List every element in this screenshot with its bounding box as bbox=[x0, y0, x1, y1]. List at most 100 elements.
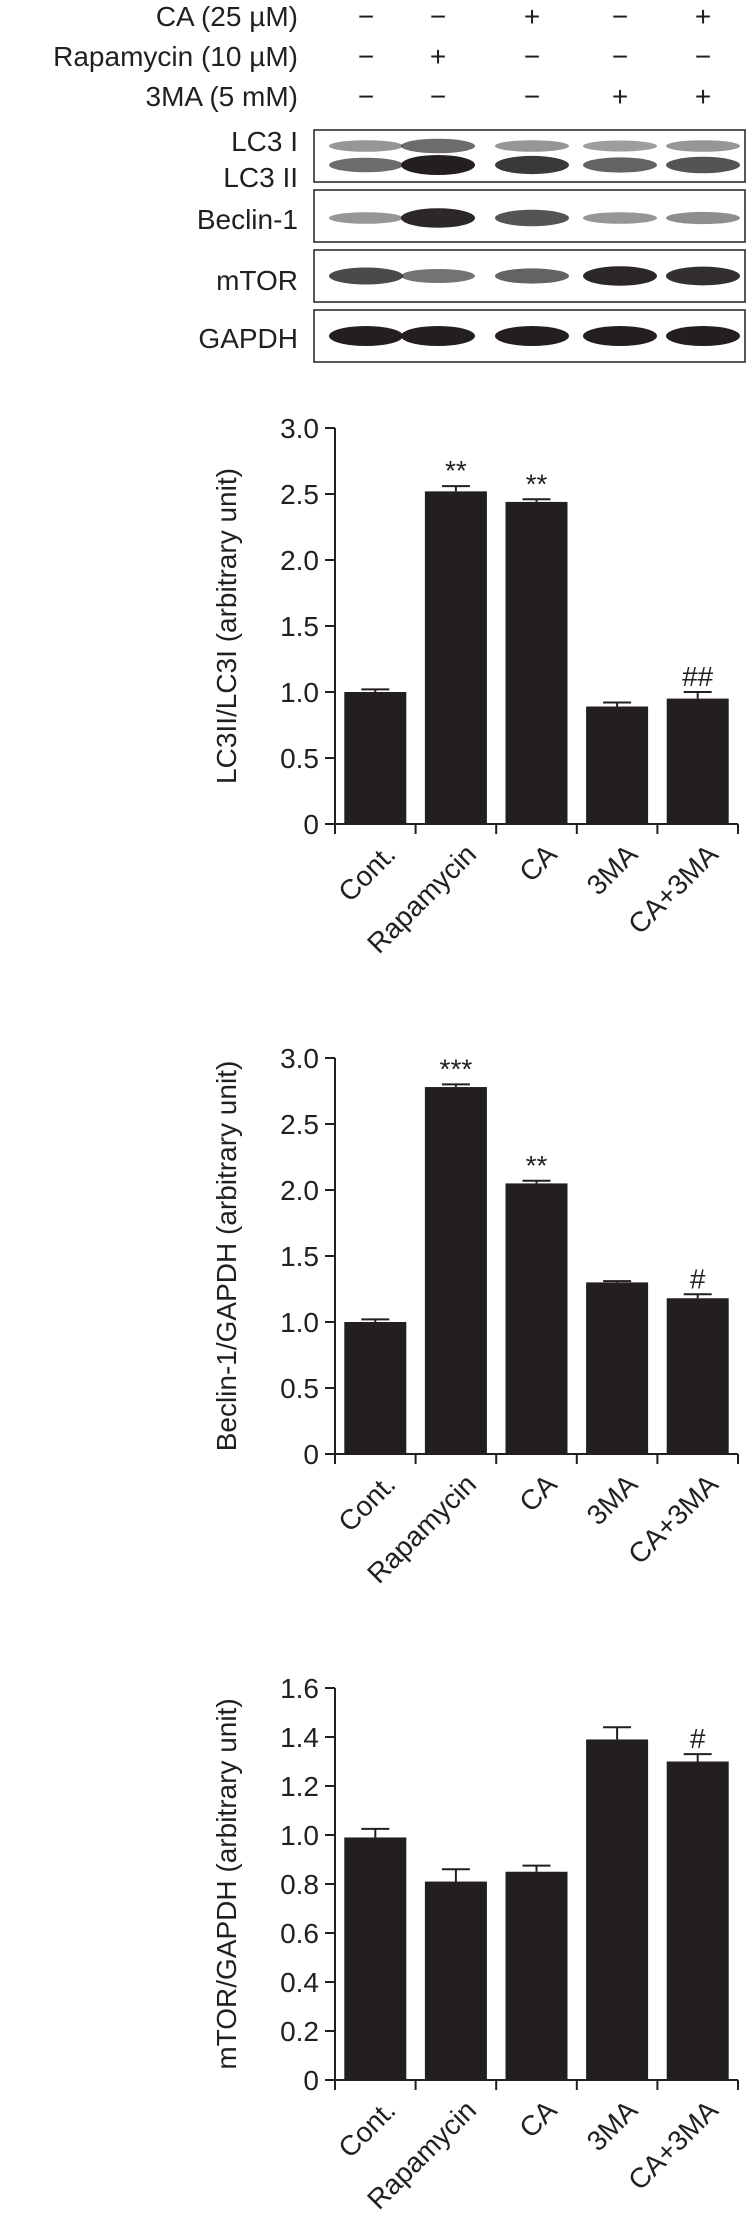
x-tick-label: Cont. bbox=[332, 838, 401, 907]
x-tick-label: CA bbox=[513, 838, 563, 888]
blot-band bbox=[401, 326, 475, 346]
x-tick-label: 3MA bbox=[581, 2094, 644, 2157]
y-tick-label: 1.0 bbox=[280, 677, 319, 708]
blot-band bbox=[329, 326, 403, 346]
blot-band bbox=[495, 268, 569, 284]
condition-mark: − bbox=[430, 81, 446, 112]
protein-label: mTOR bbox=[216, 265, 298, 296]
significance-label: ## bbox=[682, 661, 714, 692]
x-tick-label: CA+3MA bbox=[622, 838, 724, 940]
blot-panel: Beclin-1 bbox=[197, 189, 746, 243]
bar bbox=[666, 1298, 729, 1454]
blot-band bbox=[329, 212, 403, 224]
x-tick-label: 3MA bbox=[581, 1468, 644, 1531]
y-tick-label: 2.5 bbox=[280, 1109, 319, 1140]
condition-mark: − bbox=[430, 1, 446, 32]
x-tick-label: CA+3MA bbox=[622, 2094, 724, 2196]
blot-band bbox=[495, 155, 569, 175]
significance-label: ** bbox=[526, 468, 548, 499]
condition-label: CA (25 µM) bbox=[156, 1, 298, 32]
y-tick-label: 1.6 bbox=[280, 1673, 319, 1704]
protein-label: LC3 I bbox=[231, 126, 298, 157]
bar bbox=[344, 1837, 407, 2080]
y-tick-label: 1.4 bbox=[280, 1722, 319, 1753]
condition-label: Rapamycin (10 µM) bbox=[53, 41, 298, 72]
blot-band bbox=[666, 156, 740, 174]
significance-label: ** bbox=[445, 455, 467, 486]
condition-mark: + bbox=[524, 1, 540, 32]
y-tick-label: 1.0 bbox=[280, 1307, 319, 1338]
y-tick-label: 0.5 bbox=[280, 1373, 319, 1404]
protein-label: LC3 II bbox=[223, 162, 298, 193]
x-tick-label: Cont. bbox=[332, 2094, 401, 2163]
bar bbox=[505, 1871, 568, 2080]
bar bbox=[344, 1322, 407, 1454]
condition-mark: − bbox=[358, 81, 374, 112]
condition-mark: − bbox=[524, 41, 540, 72]
significance-label: *** bbox=[440, 1053, 473, 1084]
y-tick-label: 1.2 bbox=[280, 1771, 319, 1802]
blot-band bbox=[666, 266, 740, 286]
blot-band bbox=[401, 269, 475, 283]
x-tick-label: CA bbox=[513, 2094, 563, 2144]
condition-mark: − bbox=[524, 81, 540, 112]
y-tick-label: 0.6 bbox=[280, 1918, 319, 1949]
y-tick-label: 1.5 bbox=[280, 611, 319, 642]
condition-mark: − bbox=[612, 1, 628, 32]
y-axis-label: mTOR/GAPDH (arbitrary unit) bbox=[211, 1698, 242, 2069]
bar-chart: 0 0.2 0.4 0.6 0.8 1.0 1.2 1.4 1.6 mTOR/GAPDH (arb… bbox=[211, 1673, 739, 2215]
y-tick-label: 0 bbox=[303, 1439, 319, 1470]
condition-label: 3MA (5 mM) bbox=[146, 81, 298, 112]
condition-mark: − bbox=[358, 41, 374, 72]
protein-label: Beclin-1 bbox=[197, 204, 298, 235]
condition-mark: + bbox=[430, 41, 446, 72]
bar bbox=[586, 706, 649, 824]
bar bbox=[505, 1183, 568, 1454]
significance-label: ** bbox=[526, 1150, 548, 1181]
condition-mark: + bbox=[612, 81, 628, 112]
bar bbox=[505, 501, 568, 824]
y-tick-label: 1.5 bbox=[280, 1241, 319, 1272]
x-tick-label: 3MA bbox=[581, 838, 644, 901]
blot-band bbox=[329, 140, 403, 152]
y-tick-label: 2.0 bbox=[280, 545, 319, 576]
blot-band bbox=[583, 326, 657, 346]
blot-panel: mTOR bbox=[216, 249, 746, 303]
blot-band bbox=[401, 208, 475, 228]
x-tick-label: CA bbox=[513, 1468, 563, 1518]
y-tick-label: 1.0 bbox=[280, 1820, 319, 1851]
blot-band bbox=[495, 326, 569, 346]
significance-label: # bbox=[690, 1263, 706, 1294]
y-tick-label: 2.0 bbox=[280, 1175, 319, 1206]
blot-band bbox=[583, 212, 657, 224]
protein-label: GAPDH bbox=[198, 323, 298, 354]
bar-chart: 0 0.5 1.0 1.5 2.0 2.5 3.0 LC3II/LC3I (arbitrary… bbox=[211, 413, 739, 959]
blot-band bbox=[329, 267, 403, 285]
blot-band bbox=[583, 140, 657, 152]
x-tick-label: Cont. bbox=[332, 1468, 401, 1537]
bar bbox=[586, 1739, 649, 2080]
blot-band bbox=[666, 140, 740, 152]
blot-band bbox=[401, 155, 475, 175]
bar-chart: 0 0.5 1.0 1.5 2.0 2.5 3.0 Beclin-1/GAPDH (arbit… bbox=[211, 1043, 739, 1589]
bar bbox=[344, 692, 407, 824]
y-tick-label: 0 bbox=[303, 2065, 319, 2096]
blot-panel: GAPDH bbox=[198, 309, 746, 363]
blot-band bbox=[495, 140, 569, 152]
bar bbox=[666, 698, 729, 824]
condition-mark: − bbox=[358, 1, 374, 32]
condition-mark: + bbox=[695, 81, 711, 112]
y-tick-label: 0.5 bbox=[280, 743, 319, 774]
condition-mark: − bbox=[695, 41, 711, 72]
blot-panel: LC3 I LC3 II bbox=[223, 126, 746, 193]
bar bbox=[666, 1761, 729, 2080]
condition-mark: + bbox=[695, 1, 711, 32]
y-tick-label: 0.4 bbox=[280, 1967, 319, 1998]
blot-band bbox=[495, 209, 569, 227]
bar bbox=[424, 491, 487, 824]
blot-band bbox=[666, 326, 740, 346]
bar bbox=[586, 1282, 649, 1454]
y-tick-label: 3.0 bbox=[280, 413, 319, 444]
y-tick-label: 0.2 bbox=[280, 2016, 319, 2047]
